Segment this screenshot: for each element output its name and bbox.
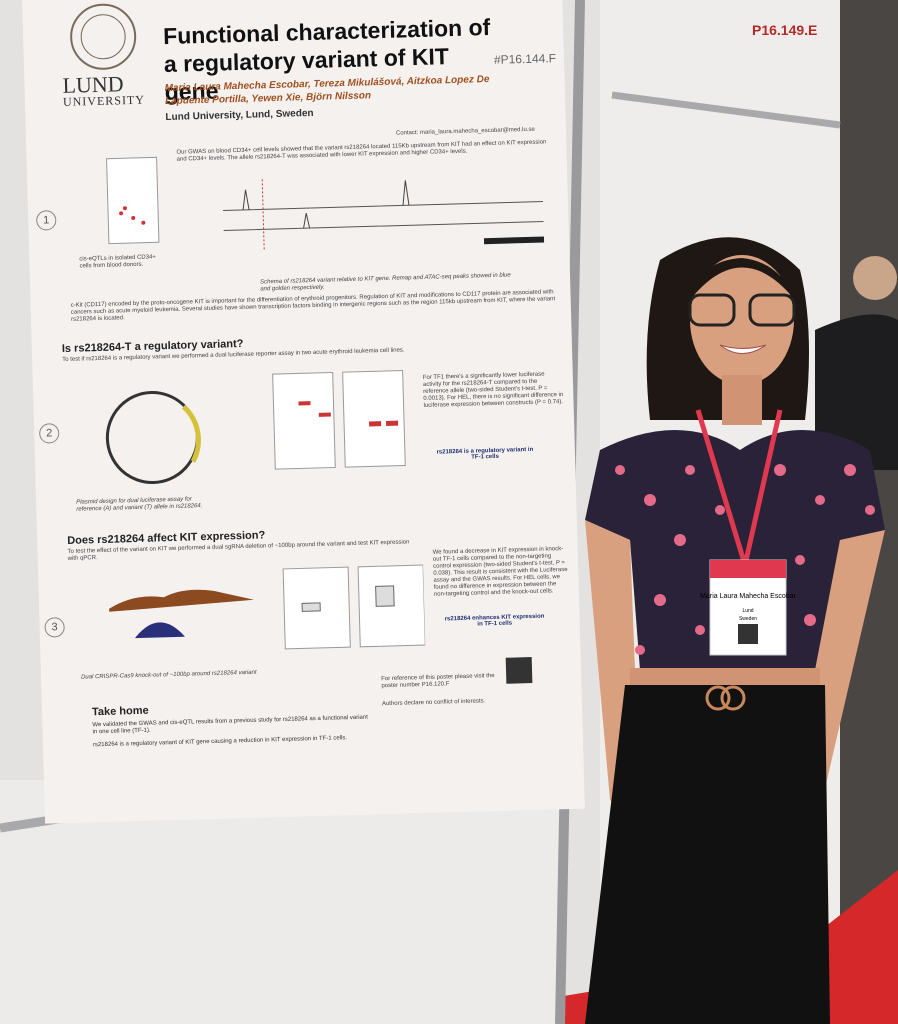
smile xyxy=(719,344,767,354)
trousers xyxy=(585,685,830,1024)
belt-buckle xyxy=(720,685,746,711)
section-number: 3 xyxy=(44,617,65,638)
section-results: We found a decrease in KIT expression in… xyxy=(432,546,568,598)
badge-affiliation: Lund xyxy=(742,608,753,614)
flowers xyxy=(615,464,875,655)
section-caption: Plasmid design for dual luciferase assay… xyxy=(76,496,203,513)
reference: For reference of this poster please visi… xyxy=(381,673,495,690)
section-conclusion: rs218264 is a regulatory variant in TF-1… xyxy=(436,446,534,461)
badge-name: Maria Laura Mahecha Escobar xyxy=(700,593,796,600)
neighbor-poster-number: P16.149.E xyxy=(752,22,817,38)
contact: Contact: maria_laura.mahecha_escobar@med… xyxy=(395,126,535,137)
section-number: 2 xyxy=(38,423,60,444)
glasses xyxy=(688,293,736,327)
crispr-figures xyxy=(109,564,426,650)
take-home-point: rs218264 is a regulatory variant of KIT … xyxy=(92,735,348,749)
rail xyxy=(611,91,841,129)
top xyxy=(585,430,885,670)
poster-qr xyxy=(505,657,533,684)
background-text: c-Kit (CD117) encoded by the proto-oncog… xyxy=(70,289,556,323)
logo-university: UNIVERSITY xyxy=(62,92,146,109)
section-caption: Dual CRISPR-Cas9 knock-out of ~100bp aro… xyxy=(80,669,257,681)
section-number: 1 xyxy=(36,210,57,231)
glasses xyxy=(748,293,796,327)
luciferase-figures xyxy=(105,370,406,485)
plot-caption: cis-eQTLs in isolated CD34+ cells from b… xyxy=(79,254,156,270)
neck xyxy=(722,375,762,425)
badge-country: Sweden xyxy=(739,616,757,622)
arm-right xyxy=(720,530,885,880)
section-conclusion: rs218264 enhances KIT expression in TF-1… xyxy=(444,613,545,628)
badge-band xyxy=(710,560,786,578)
take-home-heading: Take home xyxy=(91,704,149,719)
conflict: Authors declare no conflict of interests… xyxy=(381,698,486,708)
face xyxy=(690,255,794,385)
arm-left xyxy=(585,520,690,870)
hair-top xyxy=(690,258,795,300)
poster-number: #P16.144.F xyxy=(493,51,557,67)
poster: LUND UNIVERSITY Functional characterizat… xyxy=(22,0,585,824)
logo-seal xyxy=(70,3,137,70)
visitor-head xyxy=(853,256,897,300)
visitor-body xyxy=(815,314,898,470)
affiliation: Lund University, Lund, Sweden xyxy=(165,107,314,124)
belt-buckle xyxy=(705,685,731,711)
take-home-point: We validated the GWAS and cis-eQTL resul… xyxy=(92,714,368,736)
intro-figures xyxy=(106,156,545,250)
badge-qr xyxy=(738,624,758,644)
section-results: For TF1 there's a significantly lower lu… xyxy=(422,371,564,409)
